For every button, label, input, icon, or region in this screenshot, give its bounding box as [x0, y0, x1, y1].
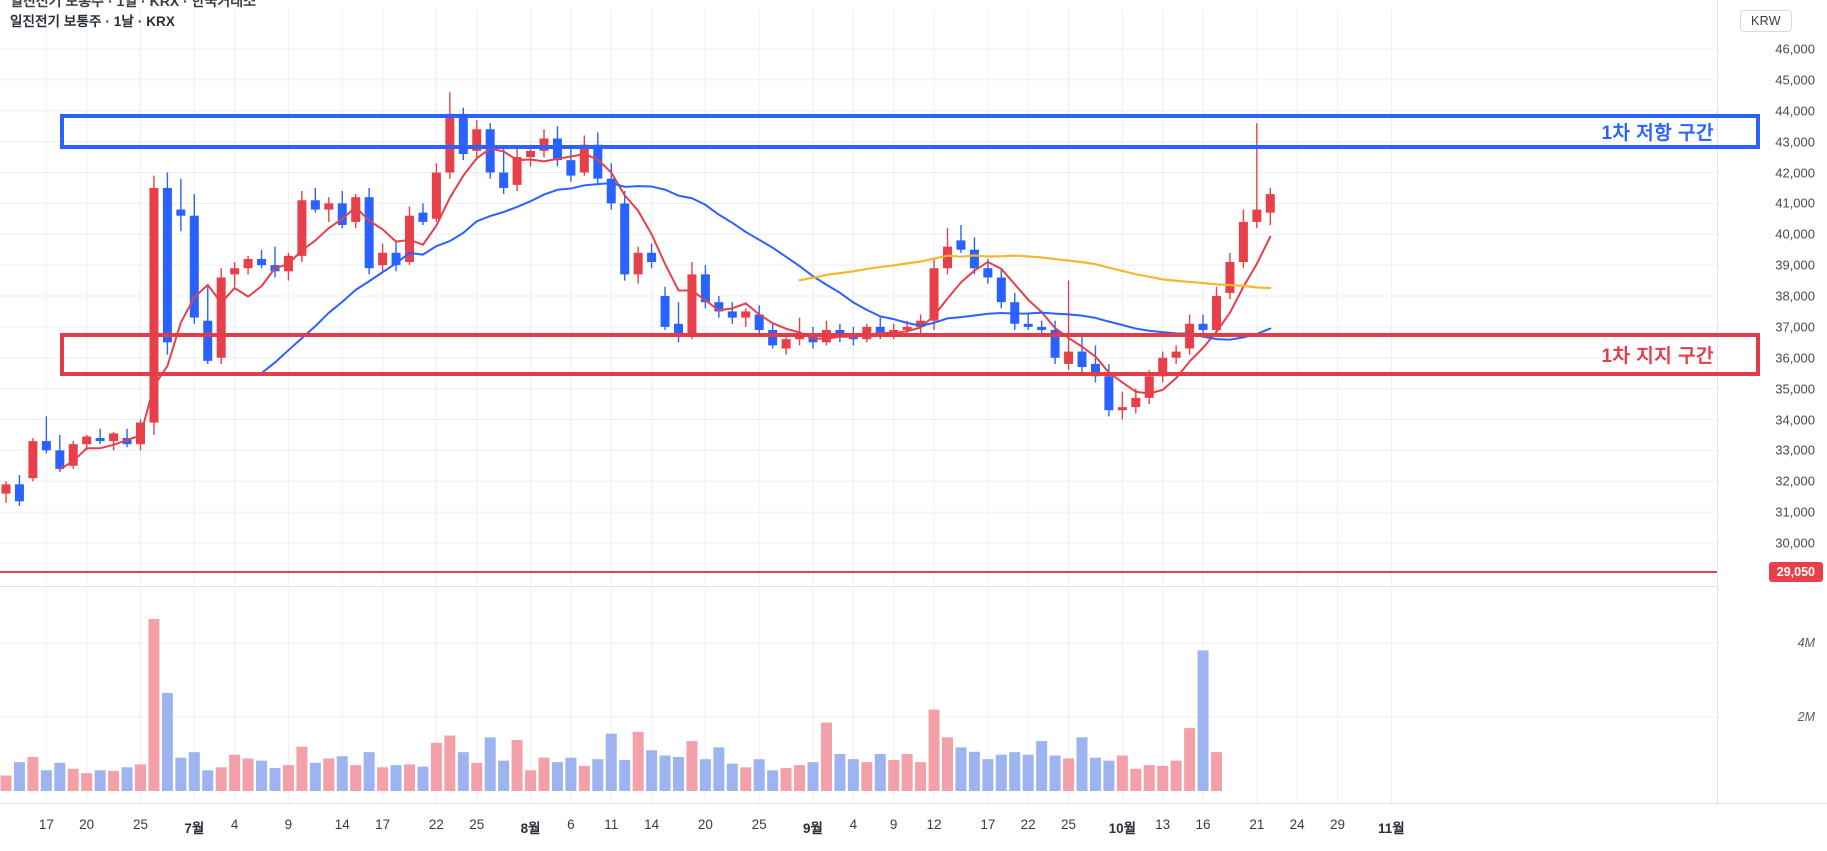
price-tick-label: 42,000 [1775, 165, 1815, 180]
time-tick-label: 25 [751, 817, 767, 832]
time-tick-label: 9월 [803, 821, 823, 836]
price-axis[interactable]: KRW 46,000 45,000 44,000 43,000 42,000 41,000… [1717, 0, 1827, 803]
price-pane[interactable] [0, 9, 1717, 585]
price-tick-label: 31,000 [1775, 504, 1815, 520]
pane-separator [0, 586, 1717, 587]
time-tick-label: 21 [1249, 817, 1265, 832]
time-tick-label: 20 [79, 817, 95, 832]
time-tick-label: 22 [428, 817, 444, 832]
currency-badge[interactable]: KRW [1740, 10, 1792, 32]
price-tick-label: 41,000 [1775, 195, 1815, 211]
time-tick-label: 17 [980, 817, 996, 832]
price-tick-label: 34,000 [1775, 412, 1815, 427]
price-tick-label: 39,000 [1775, 257, 1815, 273]
time-tick-label: 10월 [1108, 821, 1137, 836]
price-tick-label: 36,000 [1775, 350, 1815, 366]
price-tick-label: 30,000 [1775, 535, 1815, 551]
price-tick-label: 43,000 [1775, 134, 1815, 150]
price-tick-label: 32,000 [1775, 473, 1815, 489]
window-top-strip: 일진전기 보통주 · 1일 · KRX · 한국거래소 [0, 0, 1827, 9]
price-tick-label: 46,000 [1775, 41, 1815, 57]
time-tick-label: 11월 [1377, 821, 1405, 836]
time-tick-label: 14 [644, 817, 660, 832]
support-zone-label: 1차 지지 구간 [1601, 346, 1714, 368]
time-tick-label: 24 [1289, 817, 1305, 832]
time-tick-label: 25 [1061, 817, 1077, 832]
price-tick-label: 35,000 [1775, 381, 1815, 397]
volume-pane[interactable] [0, 588, 1717, 803]
time-tick-label: 4 [230, 817, 239, 832]
support-zone-box[interactable]: 1차 지지 구간 [60, 333, 1760, 377]
volume-tick-label: 2M [1797, 710, 1815, 724]
time-tick-label: 13 [1155, 817, 1171, 832]
time-axis[interactable]: 17 20 25 7월 4 9 14 17 22 25 8월 6 11 14 20 25 9월 4 9 12 17 22 2… [0, 803, 1827, 851]
time-tick-label: 6 [567, 817, 575, 832]
window-title-text: 일진전기 보통주 · 1일 · KRX · 한국거래소 [10, 0, 256, 9]
time-tick-label: 25 [132, 817, 149, 832]
last-price-tag[interactable]: 29,050 [1768, 562, 1823, 583]
time-tick-label: 25 [469, 817, 485, 832]
time-tick-label: 4 [849, 817, 858, 832]
price-tick-label: 40,000 [1775, 226, 1815, 242]
resistance-zone-label: 1차 저항 구간 [1601, 123, 1714, 145]
resistance-zone-box[interactable]: 1차 저항 구간 [60, 113, 1760, 150]
price-chart-svg [0, 9, 1717, 585]
time-tick-label: 8월 [520, 821, 541, 836]
time-tick-label: 11 [604, 817, 619, 832]
time-tick-label: 9 [284, 817, 293, 832]
time-tick-label: 7월 [184, 821, 205, 836]
time-tick-label: 20 [697, 817, 713, 832]
time-tick-label: 14 [334, 817, 350, 832]
time-tick-label: 22 [1020, 817, 1036, 832]
time-tick-label: 17 [38, 817, 54, 832]
symbol-header[interactable]: 일진전기 보통주 · 1날 · KRX [10, 14, 176, 29]
time-tick-label: 16 [1195, 817, 1211, 832]
time-tick-label: 9 [889, 817, 898, 832]
price-tick-label: 45,000 [1775, 72, 1815, 88]
time-tick-label: 12 [926, 817, 942, 832]
time-tick-label: 17 [375, 817, 391, 832]
volume-chart-svg [0, 588, 1717, 803]
price-tick-label: 38,000 [1775, 288, 1815, 304]
price-tick-label: 37,000 [1775, 319, 1815, 335]
price-tick-label: 44,000 [1775, 103, 1815, 119]
price-tick-label: 33,000 [1775, 442, 1815, 458]
last-price-line [0, 571, 1717, 574]
time-tick-label: 29 [1330, 817, 1346, 832]
volume-tick-label: 4M [1797, 636, 1815, 650]
